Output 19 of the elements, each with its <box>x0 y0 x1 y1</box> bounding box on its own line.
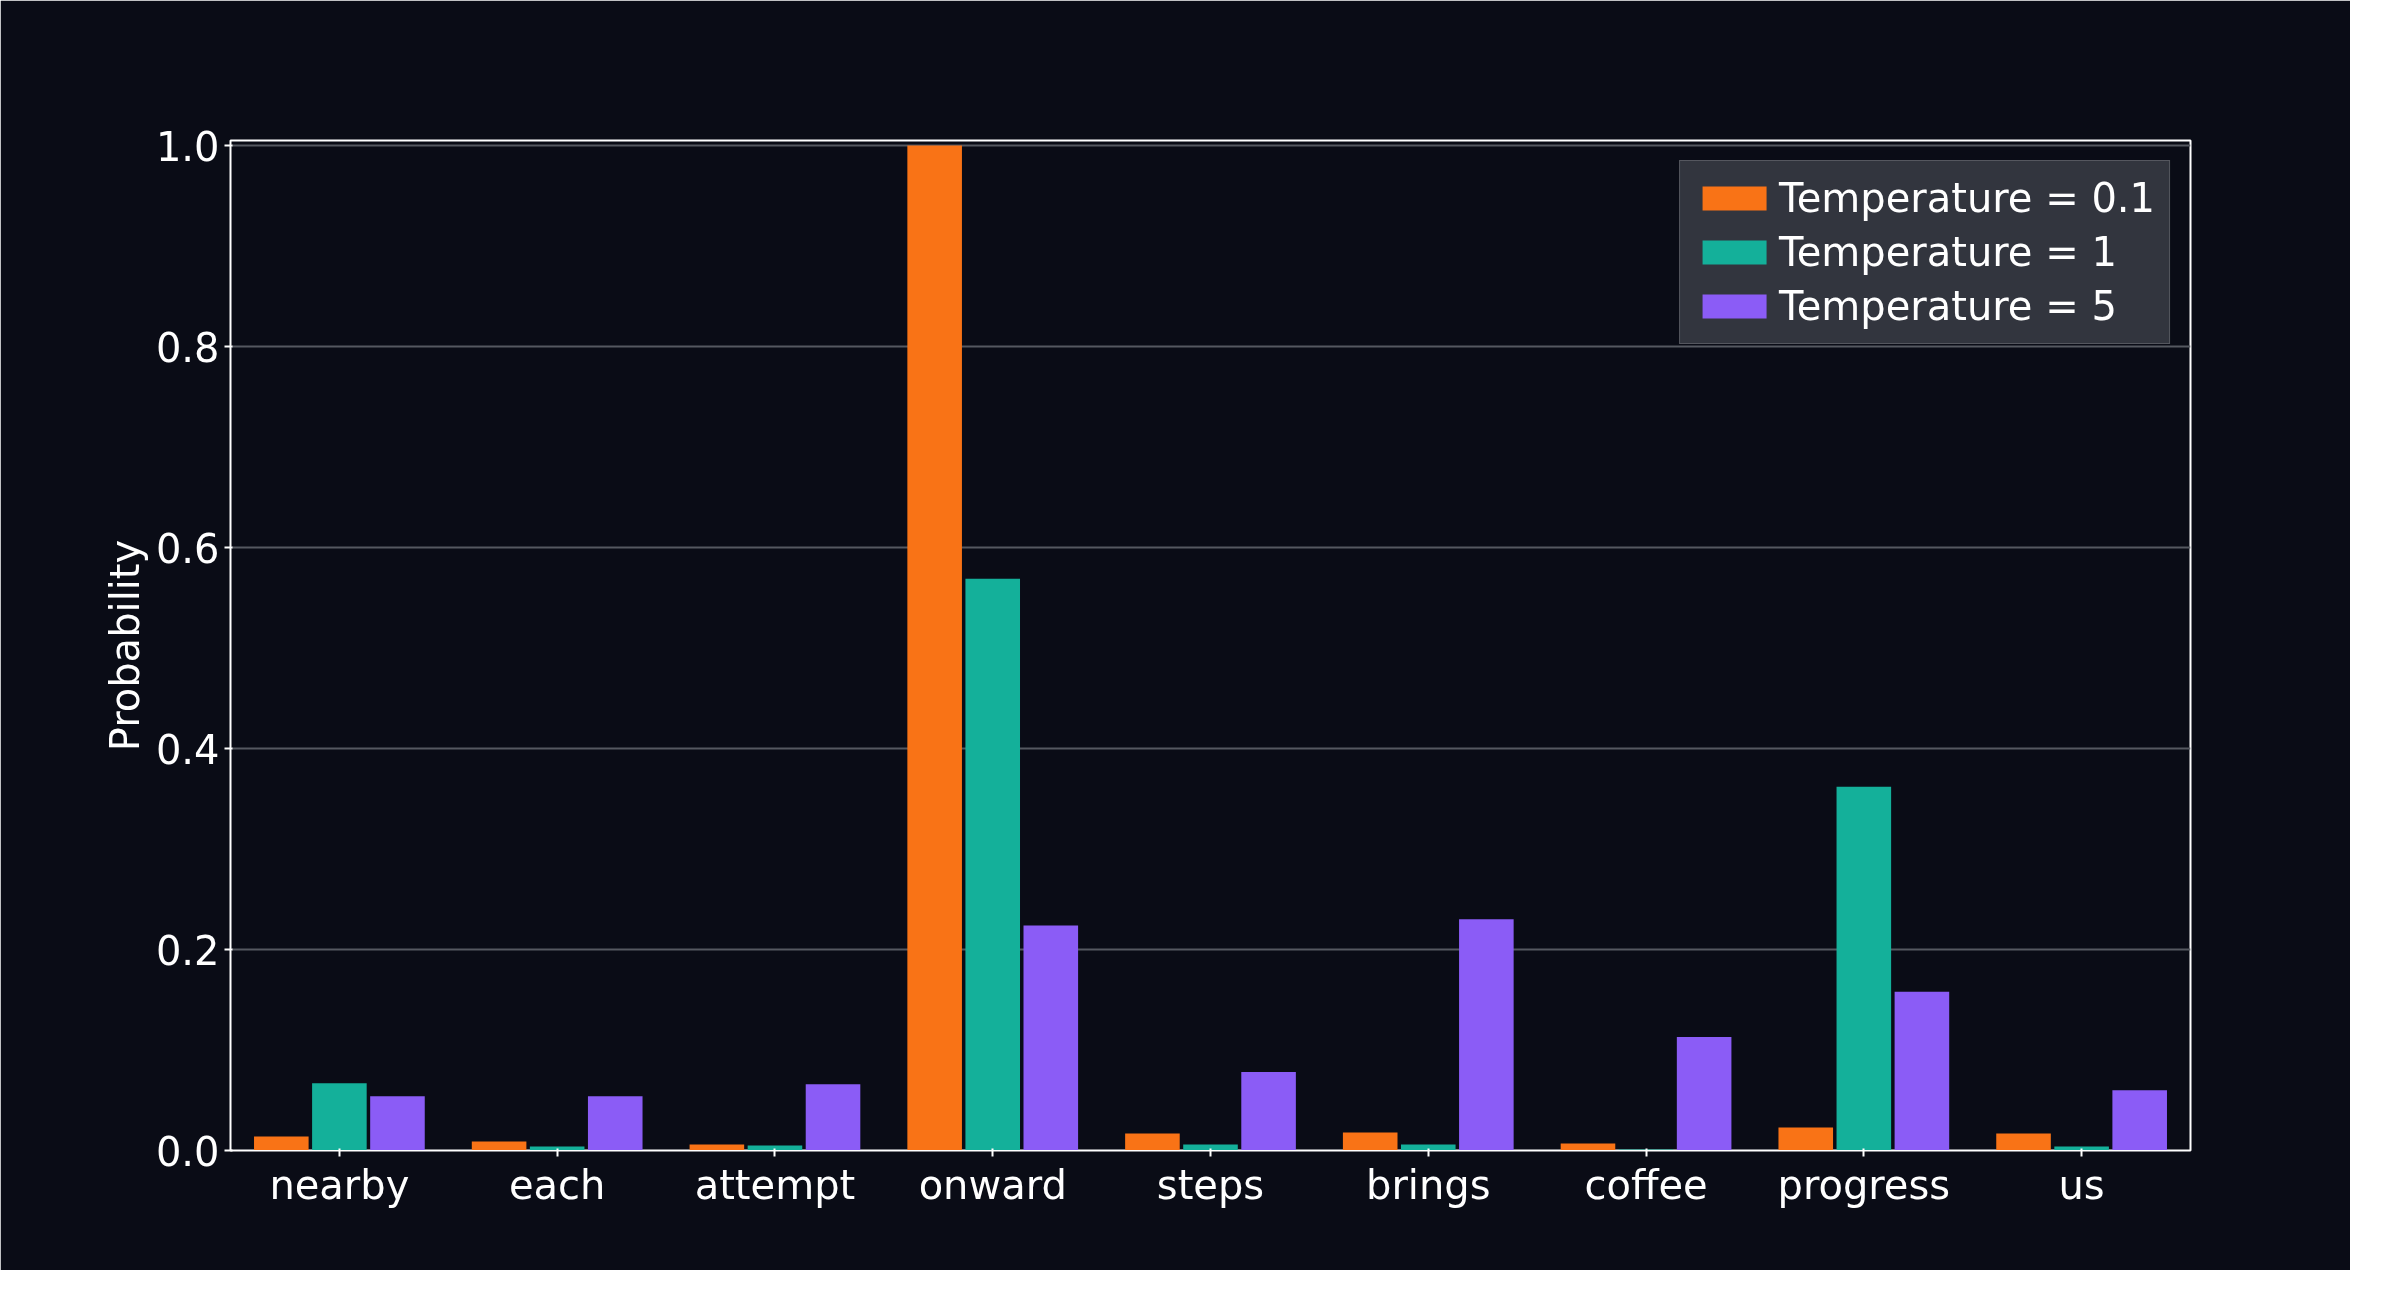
x-tick-label: onward <box>918 1161 1067 1208</box>
y-tick-label: 0.4 <box>155 726 220 773</box>
y-tick-label: 0.8 <box>155 324 220 371</box>
legend-label: Temperature = 0.1 <box>1779 175 2155 221</box>
x-tick-label: brings <box>1366 1161 1491 1208</box>
x-tick-label: each <box>508 1161 606 1208</box>
y-tick-label: 0.0 <box>155 1128 220 1175</box>
x-tick-label: coffee <box>1584 1161 1708 1208</box>
x-tick-label: progress <box>1777 1161 1951 1208</box>
y-tick-label: 1.0 <box>155 123 220 170</box>
y-tick-label: 0.6 <box>155 525 220 572</box>
y-axis-title: Probability <box>101 539 148 752</box>
x-tick-label: us <box>2058 1161 2105 1208</box>
x-tick-label: steps <box>1156 1161 1265 1208</box>
legend-label: Temperature = 1 <box>1779 229 2117 275</box>
x-tick-label: attempt <box>694 1161 856 1208</box>
y-tick-label: 0.2 <box>155 927 220 974</box>
x-tick-label: nearby <box>269 1161 410 1208</box>
legend-label: Temperature = 5 <box>1779 283 2117 329</box>
